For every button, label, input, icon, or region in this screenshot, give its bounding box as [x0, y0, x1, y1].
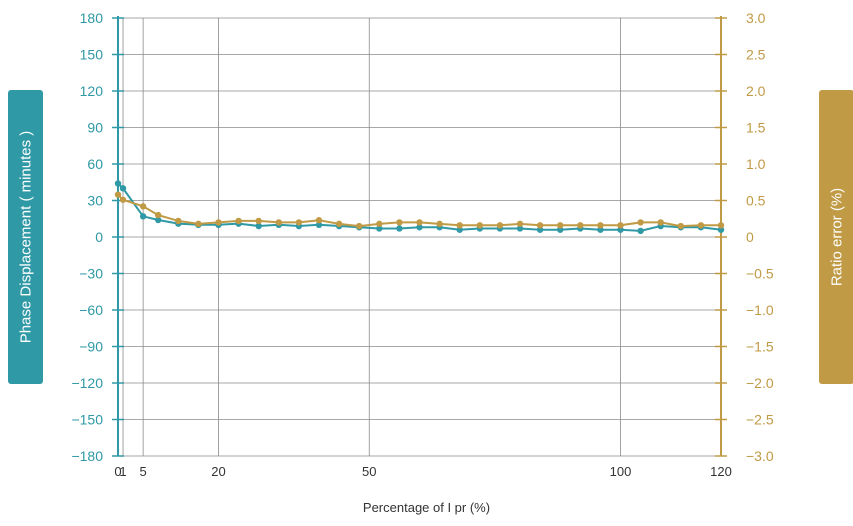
x-axis-label: Percentage of I pr (%)	[362, 500, 491, 515]
ratio-error-point	[657, 219, 664, 226]
ratio-error-point	[416, 219, 423, 226]
y-right-label: Ratio error (%)	[828, 187, 845, 287]
x-tick-label: 5	[140, 464, 147, 479]
x-tick-label: 100	[610, 464, 632, 479]
ratio-error-point	[175, 217, 182, 225]
y-left-tick-label: 90	[87, 120, 103, 136]
ratio-error-point	[195, 220, 202, 228]
y-right-tick-label: 2.0	[746, 83, 766, 99]
ratio-error-point	[119, 196, 127, 203]
y-left-tick-label: 180	[80, 10, 104, 26]
series	[114, 180, 725, 235]
y-left-tick-label: 120	[80, 83, 104, 99]
phase-displacement-point	[516, 225, 524, 232]
y-left-tick-label: −180	[71, 448, 103, 464]
ratio-error-point	[677, 222, 684, 230]
phase-displacement-point	[119, 185, 127, 192]
phase-displacement-point	[637, 227, 644, 235]
ratio-error-point	[114, 191, 122, 198]
y-left-tick-label: −30	[79, 266, 103, 282]
y-left-tick-label: −90	[79, 339, 103, 355]
axes	[112, 16, 727, 457]
phase-displacement-point	[139, 213, 147, 220]
phase-displacement-point	[717, 226, 725, 233]
x-tick-label: 50	[362, 464, 376, 479]
y-left-tick-label: −150	[71, 412, 103, 428]
ratio-error-point	[155, 211, 162, 219]
ratio-error-point	[456, 222, 463, 229]
right-axis-label-tab: Ratio error (%)	[819, 90, 853, 384]
ratio-error-point	[295, 219, 303, 226]
y-left-tick-label: 30	[87, 193, 103, 209]
ratio-error-point	[139, 203, 147, 210]
y-left-tick-label: −60	[79, 302, 103, 318]
phase-displacement-point	[536, 226, 544, 233]
phase-displacement-point	[557, 226, 564, 233]
ratio-error-point	[717, 222, 725, 229]
y-right-tick-label: 0	[746, 229, 754, 245]
phase-displacement-point	[315, 221, 323, 229]
y-right-tick-label: −0.5	[746, 266, 774, 282]
phase-displacement-line	[117, 182, 722, 232]
phase-displacement-point	[456, 226, 463, 233]
ratio-error-point	[577, 222, 584, 229]
ratio-error-point	[275, 219, 282, 226]
ratio-error-point	[516, 220, 524, 228]
y-right-tick-label: 1.0	[746, 156, 766, 172]
y-right-tick-label: −3.0	[746, 448, 774, 464]
phase-displacement-point	[416, 224, 423, 231]
x-tick-label: 1	[119, 464, 126, 479]
x-tick-label: 0	[114, 464, 121, 479]
y-left-tick-label: 150	[80, 47, 104, 63]
ratio-error-point	[356, 222, 363, 230]
y-right-tick-label: −2.0	[746, 375, 774, 391]
left-axis-label-tab: Phase Displacement ( minutes )	[8, 90, 43, 384]
grid	[117, 17, 722, 457]
x-tick-label: 20	[211, 464, 225, 479]
phase-displacement-point	[597, 226, 604, 233]
phase-displacement-point	[396, 225, 403, 232]
y-right-tick-label: −1.0	[746, 302, 774, 318]
ratio-error-point	[376, 220, 383, 228]
ratio-error-line	[117, 193, 721, 228]
phase-displacement-point	[617, 226, 624, 233]
y-left-tick-label: −120	[71, 375, 103, 391]
ratio-error-point	[637, 219, 644, 226]
y-left-tick-label: 60	[87, 156, 103, 172]
phase-displacement-point	[255, 222, 262, 230]
y-left-label: Phase Displacement ( minutes )	[17, 130, 34, 344]
x-tick-label: 120	[710, 464, 732, 479]
phase-displacement-point	[376, 225, 383, 232]
y-right-tick-label: 3.0	[746, 10, 766, 26]
ratio-error-point	[396, 219, 403, 226]
ratio-error-point	[496, 222, 504, 229]
ratio-error-point	[335, 220, 343, 228]
ratio-error-point	[315, 217, 323, 224]
ratio-error-point	[617, 222, 624, 229]
ratio-error-point	[697, 222, 705, 229]
ratio-error-point	[215, 219, 222, 226]
y-right-tick-label: −1.5	[746, 339, 774, 355]
ratio-error-point	[255, 217, 262, 225]
tick-labels: 1801501209060300−30−60−90−120−150−1803.0…	[71, 10, 773, 479]
y-left-tick-label: 0	[95, 229, 103, 245]
phase-displacement-point	[155, 216, 162, 224]
y-right-tick-label: 2.5	[746, 47, 766, 63]
y-right-tick-label: 0.5	[746, 193, 766, 209]
ratio-error-point	[235, 217, 242, 225]
ratio-error-point	[536, 222, 544, 229]
phase-displacement-point	[114, 180, 122, 187]
ratio-error-point	[476, 222, 483, 229]
ratio-error-point	[597, 222, 604, 229]
ratio-error-point	[557, 222, 564, 229]
y-right-tick-label: 1.5	[746, 120, 766, 136]
ratio-error-point	[436, 220, 443, 228]
y-right-tick-label: −2.5	[746, 412, 774, 428]
